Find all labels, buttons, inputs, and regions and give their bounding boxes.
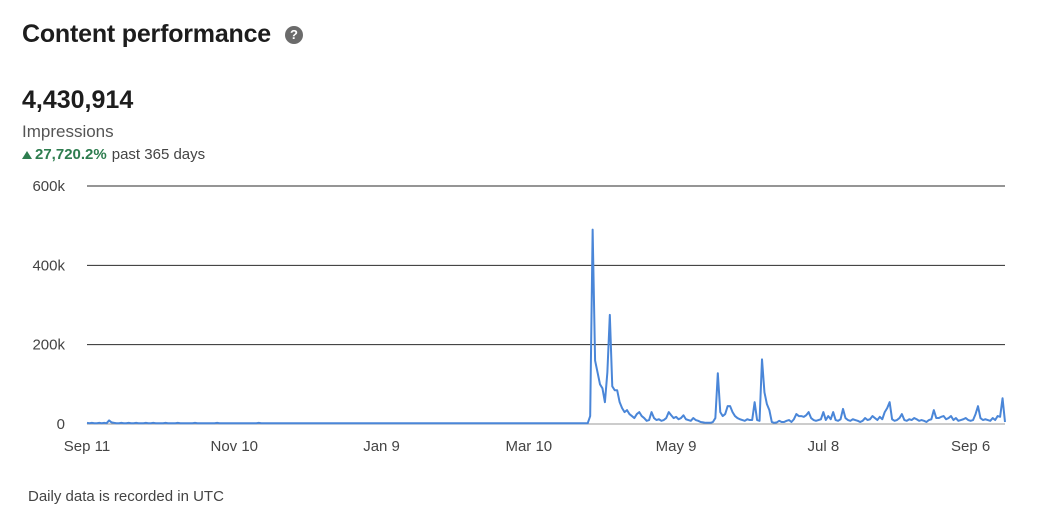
panel-title: Content performance (22, 20, 272, 48)
change-indicator: 27,720.2% past 365 days (22, 146, 205, 163)
x-tick-label: Mar 10 (505, 438, 552, 455)
help-icon[interactable]: ? (285, 25, 304, 44)
change-period: past 365 days (111, 146, 206, 163)
trend-up-icon (22, 150, 32, 159)
change-percentage: 27,720.2% (35, 146, 107, 163)
x-tick-label: May 9 (656, 438, 697, 455)
y-tick-label: 400k (32, 257, 65, 274)
x-tick-label: Nov 10 (211, 438, 259, 455)
panel-header: Content performance ? (22, 20, 304, 49)
impressions-series-line[interactable] (86, 228, 1006, 425)
x-tick-label: Sep 6 (951, 438, 990, 455)
y-tick-label: 200k (32, 337, 65, 354)
impressions-line-chart: 0 200k 400k 600k Sep 11 Nov 10 Jan 9 Mar 10 May … (32, 178, 1006, 455)
impressions-total: 4,430,914 (22, 86, 134, 114)
y-tick-label: 0 (57, 416, 65, 433)
impressions-label: Impressions (22, 122, 114, 141)
x-tick-label: Sep 11 (64, 438, 110, 455)
y-tick-label: 600k (32, 178, 65, 195)
x-tick-label: Jan 9 (363, 438, 400, 455)
x-tick-label: Jul 8 (808, 438, 840, 455)
utc-footnote: Daily data is recorded in UTC (28, 488, 224, 505)
